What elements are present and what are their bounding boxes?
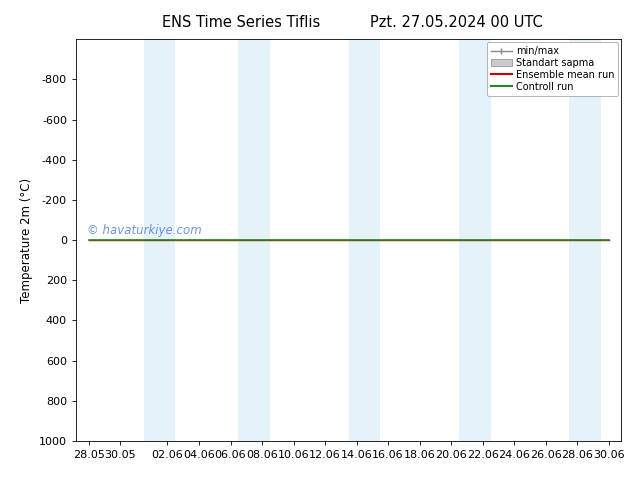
Legend: min/max, Standart sapma, Ensemble mean run, Controll run: min/max, Standart sapma, Ensemble mean r… xyxy=(487,42,618,96)
Text: ENS Time Series Tiflis: ENS Time Series Tiflis xyxy=(162,15,320,30)
Text: © havaturkiye.com: © havaturkiye.com xyxy=(87,223,202,237)
Bar xyxy=(238,39,270,441)
Bar xyxy=(459,39,491,441)
Bar xyxy=(349,39,380,441)
Y-axis label: Temperature 2m (°C): Temperature 2m (°C) xyxy=(20,177,34,303)
Bar xyxy=(144,39,176,441)
Text: Pzt. 27.05.2024 00 UTC: Pzt. 27.05.2024 00 UTC xyxy=(370,15,543,30)
Bar xyxy=(569,39,601,441)
